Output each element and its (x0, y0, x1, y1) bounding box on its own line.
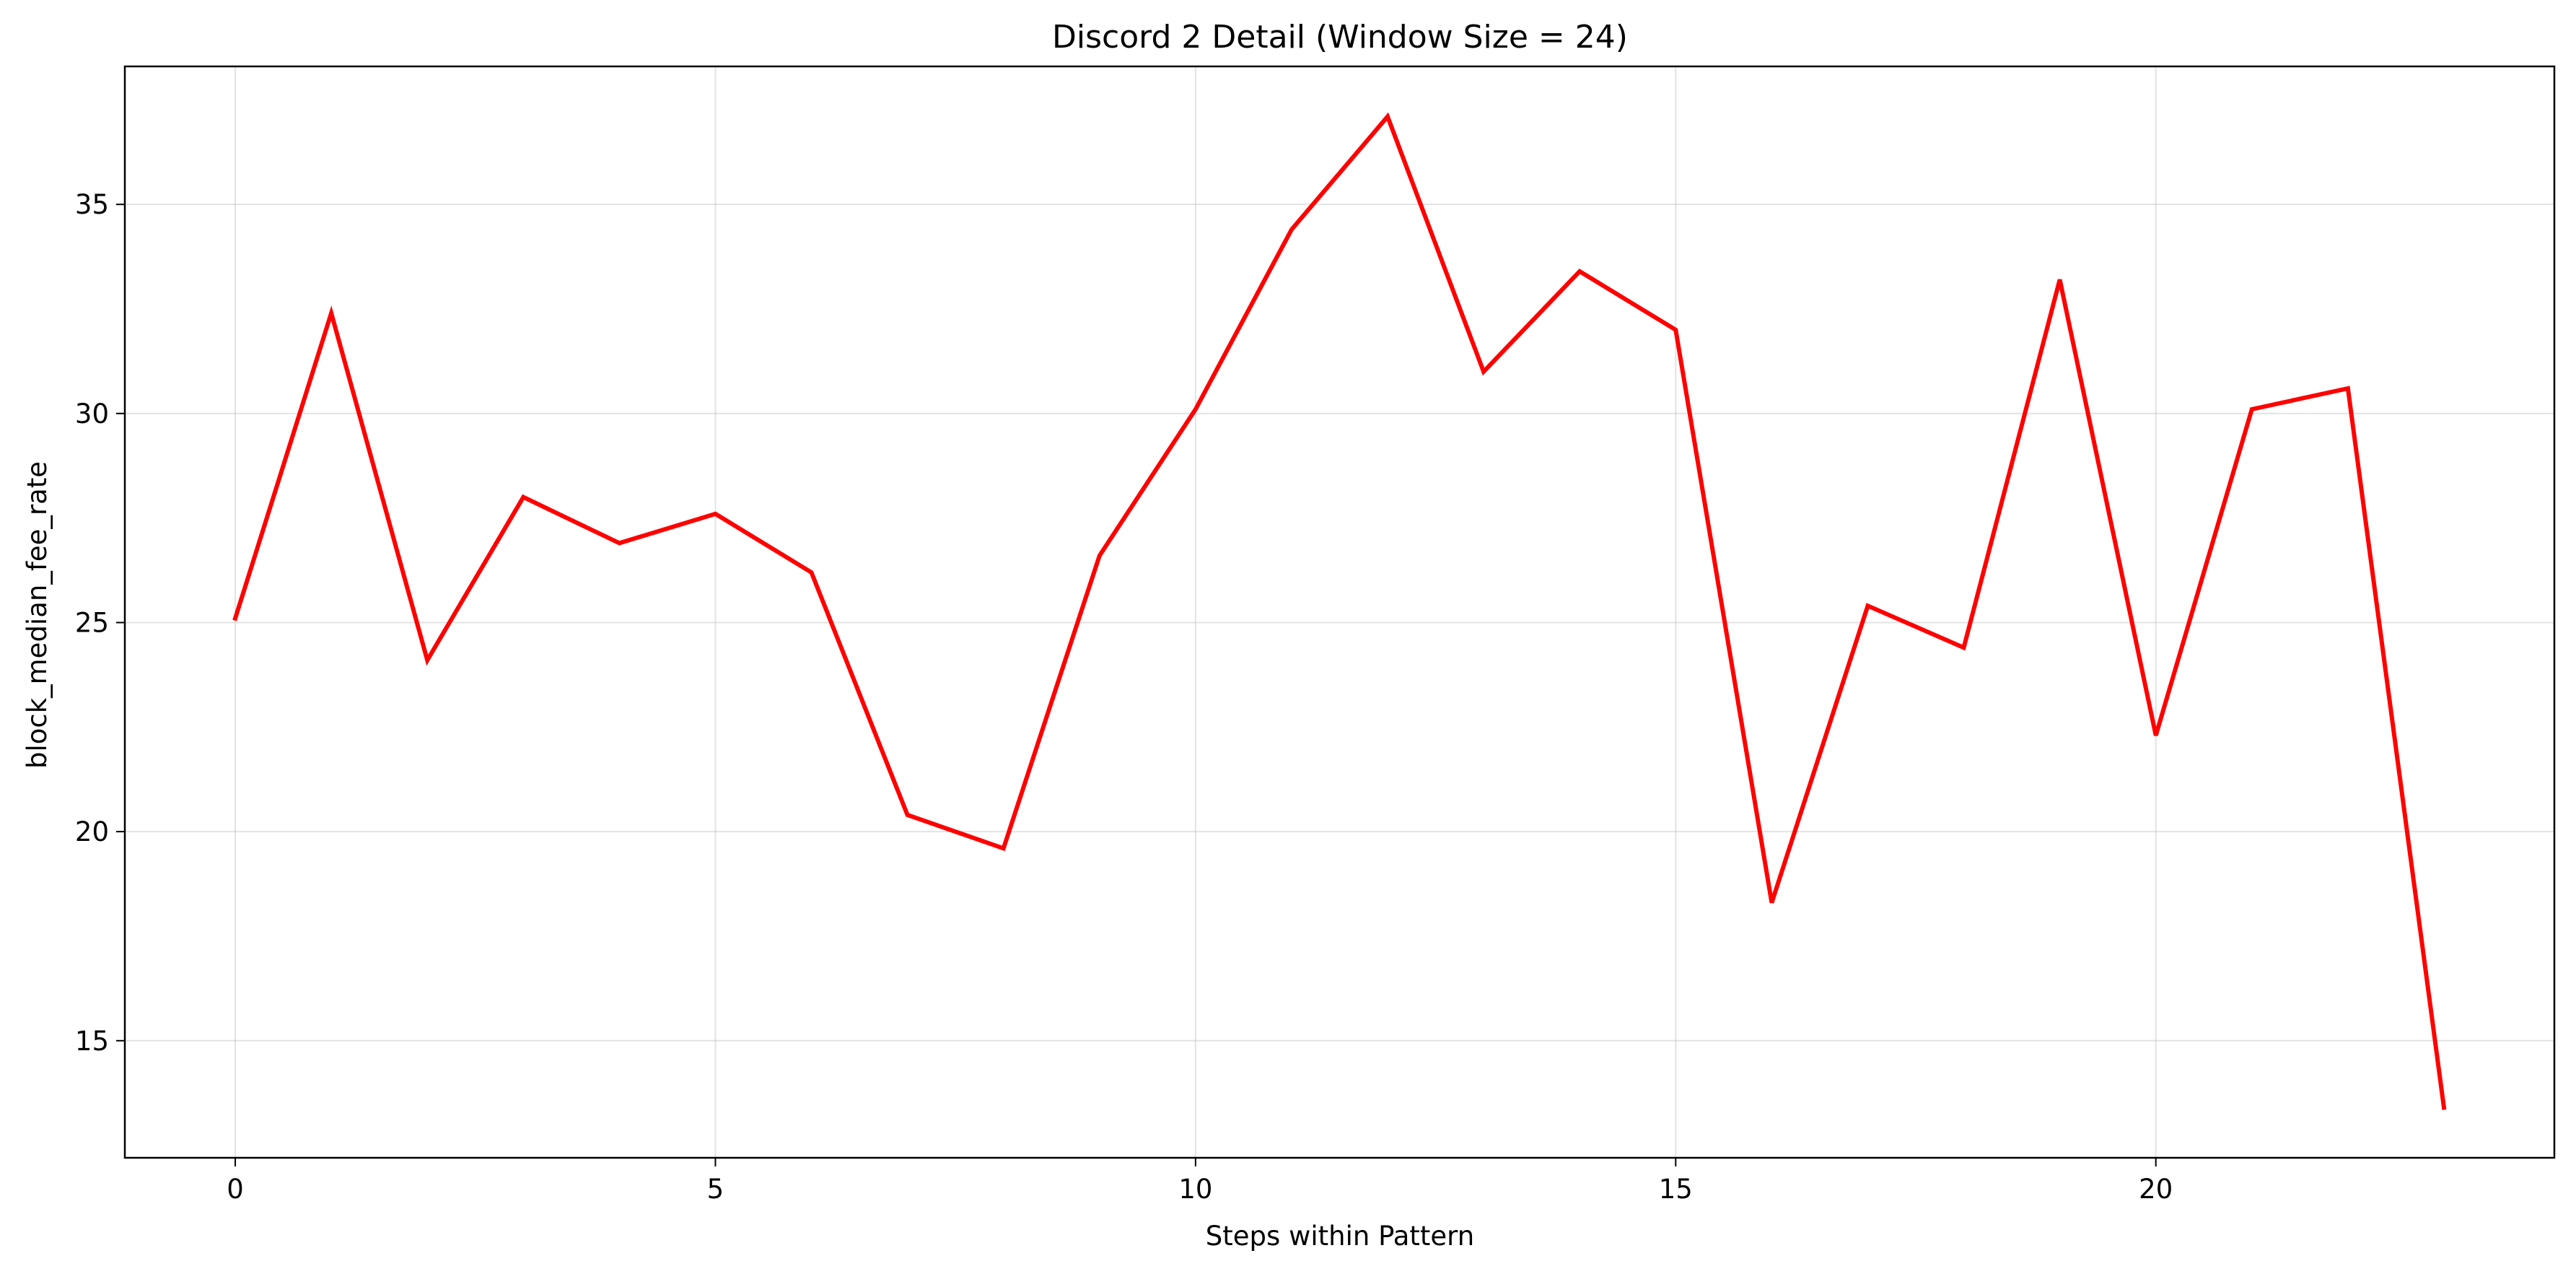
chart-title: Discord 2 Detail (Window Size = 24) (1052, 19, 1628, 56)
x-axis-label: Steps within Pattern (1206, 1221, 1474, 1252)
data-point (1962, 645, 1966, 650)
data-point (329, 311, 333, 315)
data-point (1577, 269, 1582, 274)
data-point (617, 541, 621, 545)
x-tick-label: 5 (707, 1174, 724, 1205)
y-tick-label: 15 (75, 1026, 109, 1057)
data-point (2346, 386, 2350, 391)
y-axis-label: block_median_fee_rate (22, 461, 53, 769)
data-point (521, 495, 525, 499)
data-point (1673, 328, 1678, 332)
series-line (232, 112, 2447, 1110)
data-point (425, 658, 429, 663)
plot-frame (123, 65, 2556, 1159)
data-point (2442, 1105, 2446, 1109)
x-tick-label: 15 (1659, 1174, 1693, 1205)
series-layer (232, 112, 2447, 1110)
y-tick-label: 30 (75, 398, 109, 429)
data-point (1002, 846, 1006, 850)
data-point (1193, 407, 1198, 411)
data-point (1098, 554, 1102, 558)
data-point (1385, 115, 1390, 119)
data-point (2250, 407, 2254, 411)
data-point (810, 570, 814, 575)
data-point (1289, 227, 1294, 232)
x-tick-label: 20 (2139, 1174, 2173, 1205)
data-point (1769, 901, 1774, 905)
x-axis-ticks: 0 5 10 15 20 (227, 1158, 2173, 1205)
y-tick-label: 20 (75, 816, 109, 847)
y-tick-label: 25 (75, 607, 109, 638)
data-point (906, 813, 910, 817)
y-axis-ticks: 15 20 25 30 35 (75, 189, 125, 1057)
x-tick-label: 10 (1178, 1174, 1212, 1205)
data-point (233, 616, 237, 621)
data-point (2058, 277, 2062, 282)
grid-lines (125, 66, 2554, 1158)
data-point (713, 512, 717, 516)
data-point (1481, 370, 1486, 374)
y-tick-label: 35 (75, 189, 109, 220)
x-tick-label: 0 (227, 1174, 244, 1205)
data-point (2154, 733, 2158, 738)
data-point (1865, 603, 1870, 608)
